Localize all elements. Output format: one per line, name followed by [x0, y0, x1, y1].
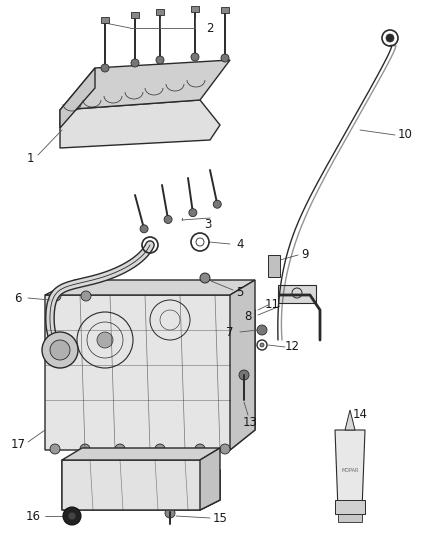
- Bar: [278, 285, 316, 303]
- Circle shape: [81, 291, 91, 301]
- Circle shape: [42, 332, 78, 368]
- Polygon shape: [345, 410, 355, 430]
- Bar: [101, 17, 109, 23]
- Text: 7: 7: [226, 326, 234, 338]
- Bar: [221, 7, 229, 13]
- Circle shape: [140, 225, 148, 233]
- Circle shape: [50, 444, 60, 454]
- Circle shape: [257, 325, 267, 335]
- Circle shape: [195, 444, 205, 454]
- Circle shape: [189, 208, 197, 216]
- Text: 5: 5: [237, 286, 244, 298]
- Polygon shape: [45, 295, 255, 450]
- Circle shape: [101, 64, 109, 72]
- Polygon shape: [200, 448, 220, 510]
- Bar: [335, 500, 365, 514]
- Text: 8: 8: [244, 310, 252, 322]
- Text: MOPAR: MOPAR: [341, 467, 359, 472]
- Text: 2: 2: [206, 21, 214, 35]
- Polygon shape: [62, 448, 220, 460]
- Text: 15: 15: [212, 512, 227, 524]
- Text: 13: 13: [243, 416, 258, 429]
- Text: 16: 16: [25, 510, 40, 522]
- Circle shape: [51, 291, 61, 301]
- Text: 1: 1: [26, 151, 34, 165]
- Text: 10: 10: [398, 128, 413, 141]
- Polygon shape: [60, 60, 230, 110]
- Text: 4: 4: [236, 238, 244, 251]
- Circle shape: [213, 200, 221, 208]
- Circle shape: [221, 54, 229, 62]
- Polygon shape: [60, 68, 95, 128]
- Circle shape: [63, 507, 81, 525]
- Circle shape: [260, 343, 264, 347]
- Bar: [268, 255, 280, 277]
- Bar: [191, 6, 199, 12]
- Text: 3: 3: [204, 219, 212, 231]
- Circle shape: [155, 444, 165, 454]
- Circle shape: [239, 370, 249, 380]
- Text: 9: 9: [301, 247, 309, 261]
- Polygon shape: [60, 100, 220, 148]
- Polygon shape: [45, 280, 255, 295]
- Circle shape: [97, 332, 113, 348]
- Circle shape: [80, 444, 90, 454]
- Polygon shape: [335, 430, 365, 510]
- Bar: [338, 514, 362, 522]
- Circle shape: [191, 53, 199, 61]
- Circle shape: [165, 508, 175, 518]
- Circle shape: [164, 215, 172, 223]
- Circle shape: [68, 512, 76, 520]
- Text: 11: 11: [265, 298, 279, 311]
- Circle shape: [131, 59, 139, 67]
- Circle shape: [386, 34, 394, 42]
- Circle shape: [220, 444, 230, 454]
- Circle shape: [115, 444, 125, 454]
- Polygon shape: [62, 460, 220, 510]
- Bar: [131, 12, 139, 18]
- Circle shape: [50, 340, 70, 360]
- Polygon shape: [230, 280, 255, 450]
- Text: 6: 6: [14, 292, 22, 304]
- Text: 14: 14: [353, 408, 367, 422]
- Text: 17: 17: [11, 439, 25, 451]
- Bar: [156, 9, 164, 15]
- Circle shape: [156, 56, 164, 64]
- Text: 12: 12: [285, 341, 300, 353]
- Circle shape: [200, 273, 210, 283]
